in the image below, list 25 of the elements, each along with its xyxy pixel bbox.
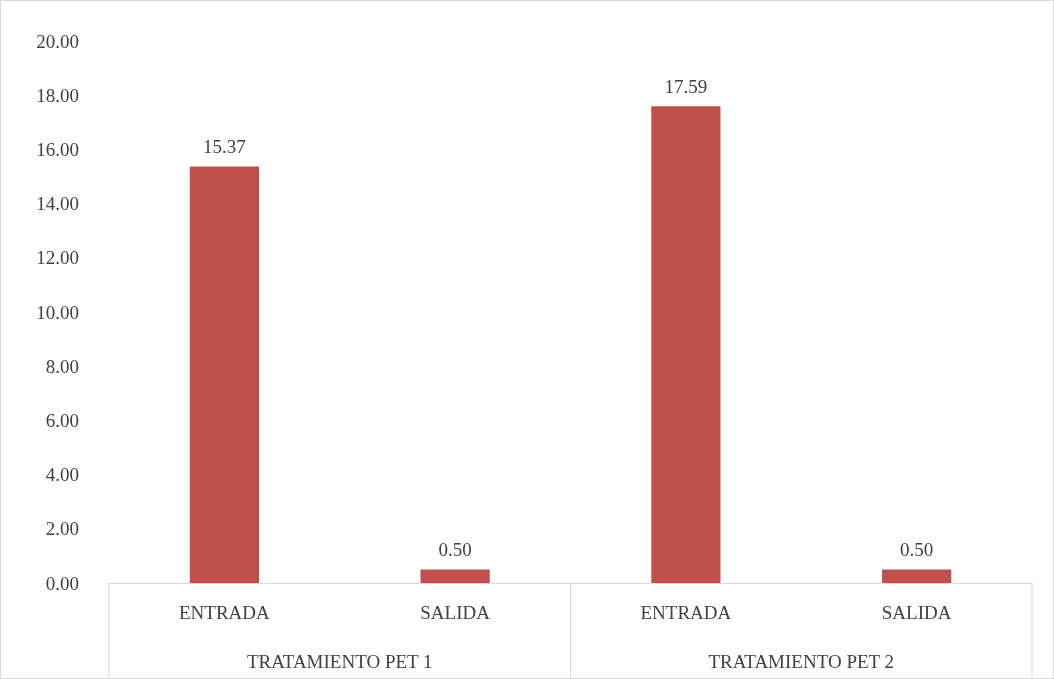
bar <box>189 166 259 583</box>
x-tick-label: ENTRADA <box>178 602 271 623</box>
y-tick-label: 0.00 <box>45 572 79 594</box>
text: TRATAMIENTO PET 1 <box>246 650 433 672</box>
y-tick-label: 6.00 <box>45 409 79 431</box>
data-label: 0.50 <box>900 539 934 561</box>
y-tick-label: 4.00 <box>45 464 79 486</box>
data-label: 17.59 <box>664 76 708 98</box>
y-tick-label: 20.00 <box>36 30 79 52</box>
text: TRATAMIENTO PET 2 <box>708 650 895 672</box>
y-tick-label: 2.00 <box>45 518 79 540</box>
y-tick-label: 12.00 <box>36 247 79 269</box>
data-label: 15.37 <box>203 136 246 158</box>
x-tick-label: ENTRADA <box>640 602 732 623</box>
y-tick-label: 10.00 <box>36 301 79 323</box>
bar <box>882 569 952 583</box>
bar <box>651 106 721 583</box>
data-label: 0.50 <box>438 539 472 561</box>
y-tick-label: 8.00 <box>45 355 79 377</box>
y-tick-label: 16.00 <box>36 138 79 160</box>
bar <box>420 569 490 583</box>
y-tick-label: 18.00 <box>36 84 79 106</box>
x-tick-label: SALIDA <box>881 602 952 623</box>
x-tick-label: SALIDA <box>420 602 491 623</box>
y-tick-label: 14.00 <box>36 193 79 215</box>
